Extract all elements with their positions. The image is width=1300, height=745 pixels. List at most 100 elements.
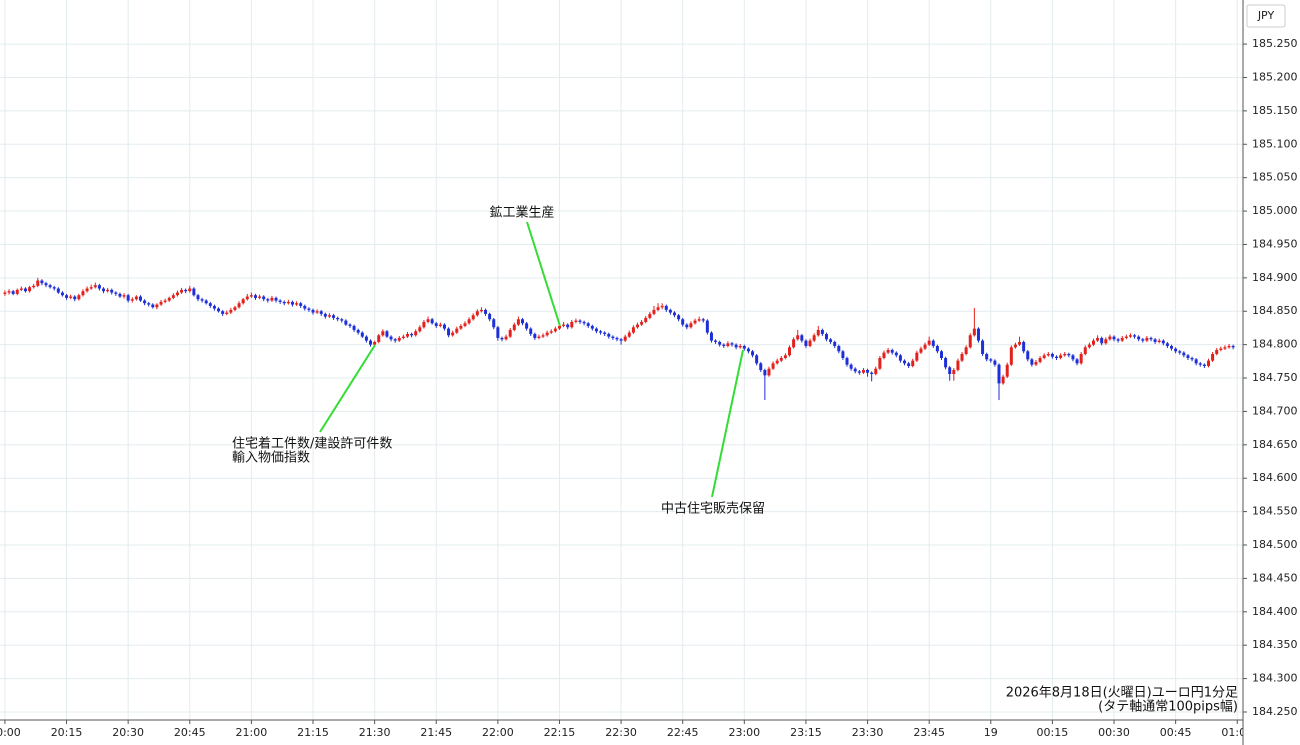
candle-body [804, 340, 808, 346]
candle-body [373, 341, 377, 345]
candle-body [451, 332, 455, 336]
y-tick-label: 184.450 [1252, 571, 1298, 584]
candle-body [755, 355, 759, 364]
price-panel [1243, 0, 1300, 745]
candle-body [578, 320, 582, 322]
candle-body [282, 301, 286, 304]
x-tick-label: 21:30 [359, 726, 391, 739]
candle-body [266, 299, 270, 301]
candle-body [870, 372, 874, 375]
candle-body [545, 332, 549, 336]
candle-body [467, 319, 471, 324]
candle-body [631, 327, 635, 333]
candle-body [956, 360, 960, 371]
candle-body [56, 288, 60, 293]
candle-body [607, 333, 611, 337]
candle-body [557, 325, 561, 329]
candle-body [1009, 347, 1013, 365]
candle-body [7, 291, 11, 293]
y-tick-label: 184.600 [1252, 471, 1298, 484]
candle-body [155, 304, 159, 308]
y-tick-label: 185.100 [1252, 137, 1298, 150]
candle-body [660, 305, 664, 308]
y-tick-label: 185.150 [1252, 104, 1298, 117]
candle-body [229, 309, 233, 313]
x-tick-label: 21:45 [420, 726, 452, 739]
candle-body [196, 295, 200, 300]
candle-body [1063, 353, 1067, 356]
axis-label: JPY [1257, 9, 1275, 22]
candle-body [541, 335, 545, 337]
candle-body [1137, 336, 1141, 340]
candle-body [898, 355, 902, 361]
candle-body [97, 285, 101, 289]
candle-body [615, 337, 619, 340]
candle-body [323, 313, 327, 317]
candle-body [278, 300, 282, 302]
candle-body [1112, 336, 1116, 340]
candle-body [484, 309, 488, 314]
candle-body [200, 299, 204, 301]
candle-body [1091, 340, 1095, 345]
candle-body [500, 337, 504, 340]
candle-body [397, 337, 401, 341]
candle-body [1157, 340, 1161, 342]
candle-body [204, 300, 208, 304]
x-tick-label: 00:30 [1098, 726, 1130, 739]
candle-body [1190, 357, 1194, 360]
y-tick-label: 184.300 [1252, 672, 1298, 685]
candle-body [664, 305, 668, 310]
candle-body [151, 304, 155, 308]
candle-body [685, 324, 689, 328]
candle-body [233, 307, 237, 310]
candle-body [800, 335, 804, 341]
candle-body [3, 292, 7, 294]
candle-body [681, 319, 685, 325]
candle-body [1075, 359, 1079, 364]
candle-body [837, 345, 841, 352]
candle-body [237, 303, 241, 308]
candle-body [775, 360, 779, 364]
y-tick-label: 184.250 [1252, 705, 1298, 718]
candle-body [1046, 353, 1050, 356]
candle-body [245, 296, 249, 300]
candle-body [479, 309, 483, 312]
annotations: 鉱工業生産 住宅着工件数/建設許可件数 輸入物価指数 中古住宅販売保留 [232, 205, 765, 517]
x-tick-label: 22:45 [667, 726, 699, 739]
y-tick-label: 185.050 [1252, 171, 1298, 184]
candle-body [1202, 364, 1206, 367]
y-tick-label: 184.650 [1252, 438, 1298, 451]
candle-body [1141, 339, 1145, 341]
candle-body [138, 296, 142, 301]
candle-body [171, 295, 175, 298]
candle-body [985, 353, 989, 360]
candle-body [783, 355, 787, 358]
candle-body [40, 280, 44, 284]
candle-body [882, 352, 886, 358]
candle-body [907, 363, 911, 367]
candle-body [405, 333, 409, 337]
candle-body [1005, 364, 1009, 377]
candle-body [570, 321, 574, 328]
candle-body [574, 320, 578, 322]
candle-body [1018, 341, 1022, 345]
candle-body [853, 368, 857, 372]
candle-body [85, 288, 89, 292]
candle-body [118, 293, 122, 297]
candle-body [225, 312, 229, 314]
y-tick-label: 184.850 [1252, 304, 1298, 317]
candle-body [997, 364, 1001, 384]
candle-body [106, 289, 110, 292]
candle-body [262, 296, 266, 300]
candle-body [315, 311, 319, 313]
footer: 2026年8月18日(火曜日)ユーロ円1分足 [1006, 686, 1238, 701]
candle-body [60, 292, 64, 296]
candle-body [1096, 337, 1100, 341]
candle-body [927, 340, 931, 345]
candle-body [919, 348, 923, 353]
candle-body [923, 344, 927, 349]
candle-body [414, 331, 418, 336]
candle-body [488, 313, 492, 320]
x-tick-label: 23:15 [790, 726, 822, 739]
